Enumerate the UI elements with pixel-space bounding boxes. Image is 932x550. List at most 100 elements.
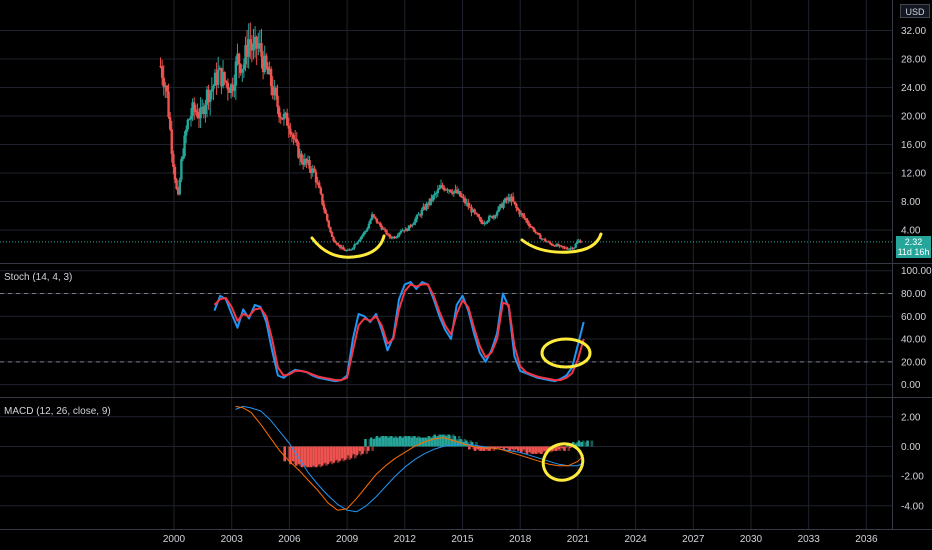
macd-histogram-bar: [407, 436, 410, 447]
macd-histogram-bar: [517, 446, 520, 451]
candle-body: [160, 66, 164, 78]
macd-histogram-bar: [577, 440, 581, 447]
macd-pane[interactable]: [235, 405, 594, 513]
macd-histogram-bar: [519, 446, 523, 453]
candle-body: [566, 248, 569, 250]
macd-histogram-bar: [297, 446, 301, 465]
candle-body: [377, 222, 380, 224]
candle-body: [431, 195, 435, 201]
candle-body: [338, 244, 342, 248]
macd-histogram-bar: [335, 446, 338, 460]
candle-body: [393, 236, 396, 239]
signal-line: [235, 405, 585, 511]
price-pane[interactable]: [0, 22, 892, 252]
macd-histogram-bar: [341, 446, 344, 459]
candle-body: [462, 197, 465, 199]
candle-body: [418, 214, 422, 216]
y-tick-label: 4.00: [901, 225, 921, 236]
candle-body: [199, 107, 202, 119]
macd-histogram-bar: [430, 437, 434, 447]
candle-body: [159, 66, 162, 68]
macd-histogram-bar: [303, 446, 307, 466]
candle-body: [515, 203, 518, 209]
candle-body: [183, 135, 186, 157]
candle-body: [529, 226, 532, 228]
macd-histogram-bar: [343, 446, 347, 460]
candle-body: [483, 222, 486, 224]
stoch-pane[interactable]: [0, 281, 892, 383]
macd-histogram-bar: [476, 446, 480, 450]
macd-histogram-bar: [292, 446, 295, 462]
macd-histogram-bar: [330, 446, 334, 465]
candle-body: [569, 247, 573, 249]
candle-body: [550, 243, 553, 246]
candle-body: [410, 224, 414, 227]
candle-body: [391, 236, 395, 239]
macd-histogram-bar: [580, 442, 584, 447]
annotation-ellipse: [541, 442, 585, 482]
candle-body: [414, 218, 417, 224]
candle-body: [402, 230, 406, 232]
macd-histogram-bar: [534, 446, 537, 454]
candle-body: [484, 222, 488, 224]
y-tick-label: 40.00: [901, 335, 926, 346]
candle-body: [510, 196, 513, 202]
candle-body: [265, 55, 268, 67]
candle-body: [446, 189, 449, 191]
macd-histogram-bar: [429, 437, 432, 447]
macd-histogram-bar: [531, 446, 535, 454]
candle-body: [366, 228, 369, 231]
candle-body: [306, 160, 310, 163]
candle-body: [521, 213, 524, 216]
candle-body: [293, 138, 297, 140]
candle-body: [281, 117, 284, 120]
candle-body: [172, 153, 175, 168]
candle-body: [170, 129, 173, 154]
macd-histogram-bar: [501, 446, 504, 448]
macd-histogram-bar: [367, 446, 370, 451]
candle-body: [378, 222, 382, 226]
last-price-badge: 2.32 11d 16h: [896, 235, 931, 258]
macd-histogram-bar: [567, 446, 571, 451]
candle-body: [348, 249, 351, 251]
macd-histogram-bar: [362, 446, 366, 451]
macd-histogram-bar: [310, 446, 314, 468]
candle-body: [552, 245, 555, 247]
candle-body: [217, 69, 220, 85]
macd-histogram-bar: [509, 446, 513, 448]
candle-body: [527, 223, 531, 227]
x-tick-label: 2003: [221, 534, 244, 545]
candle-body: [409, 225, 412, 227]
candle-body: [277, 107, 281, 118]
macd-histogram-bar: [558, 446, 562, 451]
macd-histogram-bar: [541, 446, 545, 453]
macd-histogram-bar: [355, 446, 359, 456]
candle-body: [454, 189, 457, 192]
candle-body: [497, 206, 500, 212]
macd-histogram-bar: [403, 436, 406, 447]
candle-body: [439, 185, 443, 189]
macd-histogram-bar: [486, 446, 490, 451]
macd-histogram-bar: [293, 446, 297, 465]
macd-histogram-bar: [447, 434, 451, 447]
macd-histogram-bar: [345, 446, 348, 459]
macd-histogram-bar: [398, 436, 402, 447]
candle-body: [487, 216, 491, 222]
candle-body: [194, 109, 197, 113]
y-tick-label: 20.00: [901, 111, 926, 122]
y-tick-label: 0.00: [901, 380, 921, 391]
candle-body: [476, 213, 480, 217]
macd-histogram-bar: [535, 446, 539, 454]
candle-body: [233, 85, 236, 91]
candle-body: [415, 215, 419, 219]
candle-body: [574, 243, 577, 248]
macd-histogram-bar: [525, 446, 529, 454]
currency-label[interactable]: USD: [900, 4, 930, 18]
macd-histogram-bar: [339, 446, 343, 460]
candle-body: [558, 245, 561, 247]
candle-body: [401, 230, 404, 232]
candle-body: [221, 72, 225, 87]
macd-histogram-bar: [369, 437, 373, 447]
candle-body: [346, 249, 350, 251]
